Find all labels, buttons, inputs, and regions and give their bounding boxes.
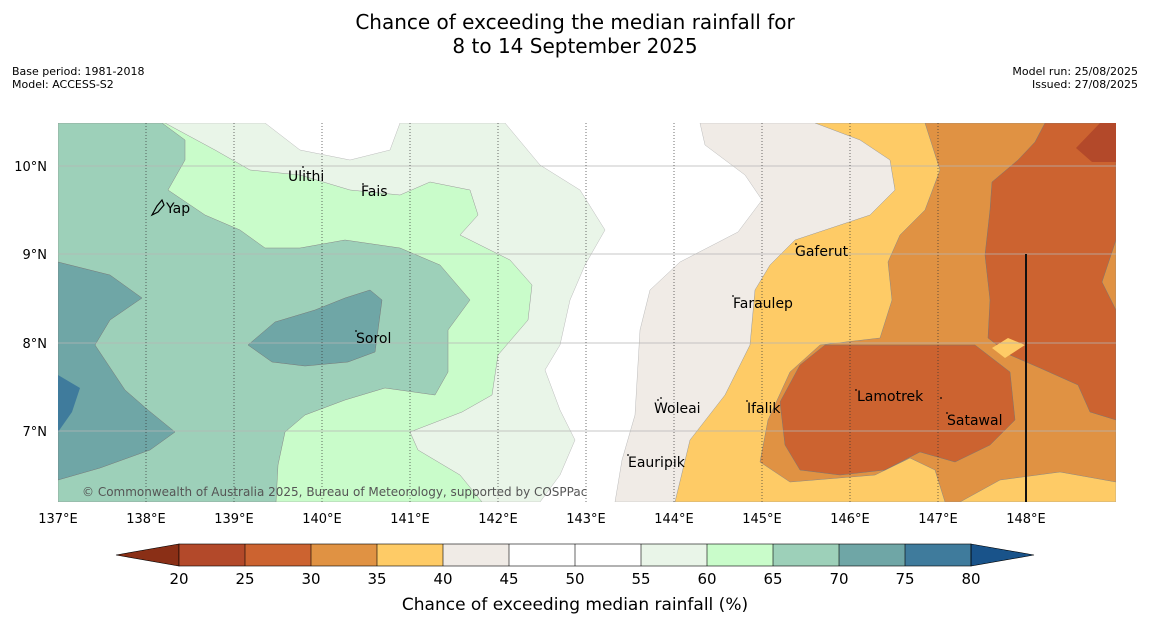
meta-left: Base period: 1981-2018 Model: ACCESS-S2	[12, 65, 144, 91]
lon-tick-label: 143°E	[566, 512, 606, 527]
place-label-faraulep: Faraulep	[733, 296, 793, 312]
place-label-ulithi: Ulithi	[288, 169, 324, 185]
colorbar-segment	[575, 544, 641, 566]
place-label-eauripik: Eauripik	[628, 455, 686, 471]
lon-tick-label: 138°E	[126, 512, 166, 527]
lon-tick-label: 145°E	[742, 512, 782, 527]
colorbar-segment	[245, 544, 311, 566]
map-title-line2: 8 to 14 September 2025	[452, 34, 698, 58]
lat-tick-label: 10°N	[14, 160, 47, 175]
colorbar: 20 25 30 35 40 45 50 55 60 65 70 75 80 C…	[115, 543, 1035, 615]
place-label-fais: Fais	[361, 184, 388, 200]
colorbar-extend-high	[970, 543, 1035, 567]
lon-tick-label: 147°E	[918, 512, 958, 527]
band-20-25	[1076, 123, 1116, 162]
colorbar-segment	[905, 544, 971, 566]
model-text: Model: ACCESS-S2	[12, 78, 114, 91]
colorbar-tick-label: 55	[631, 570, 650, 588]
colorbar-tick-label: 65	[763, 570, 782, 588]
place-label-satawal: Satawal	[947, 413, 1002, 429]
colorbar-segment	[443, 544, 509, 566]
place-label-gaferut: Gaferut	[795, 244, 849, 260]
lon-tick-label: 139°E	[214, 512, 254, 527]
place-label-sorol: Sorol	[356, 331, 391, 347]
colorbar-tick-label: 60	[697, 570, 716, 588]
band-75-80	[58, 375, 80, 432]
colorbar-tick-label: 50	[565, 570, 584, 588]
colorbar-tick-label: 35	[367, 570, 386, 588]
colorbar-segment	[773, 544, 839, 566]
colorbar-segment	[509, 544, 575, 566]
copyright-credit: © Commonwealth of Australia 2025, Bureau…	[82, 485, 587, 499]
island-dots	[302, 166, 948, 456]
colorbar-extend-low	[115, 543, 180, 567]
map-title-line1: Chance of exceeding the median rainfall …	[355, 10, 795, 34]
band-65-70	[58, 123, 471, 502]
colorbar-tick-labels: 20 25 30 35 40 45 50 55 60 65 70 75 80	[169, 570, 980, 588]
lat-tick-label: 8°N	[23, 337, 48, 352]
issued-text: Issued: 27/08/2025	[1031, 78, 1138, 91]
colorbar-segment	[641, 544, 707, 566]
colorbar-tick-label: 70	[829, 570, 848, 588]
place-label-ifalik: Ifalik	[747, 401, 781, 417]
lon-tick-label: 144°E	[654, 512, 694, 527]
lat-tick-label: 7°N	[23, 425, 48, 440]
lon-tick-label: 142°E	[478, 512, 518, 527]
lon-tick-label: 137°E	[38, 512, 78, 527]
longitude-gridlines	[145, 123, 939, 502]
yap-island-outline	[150, 198, 165, 217]
latitude-tick-labels: 10°N 9°N 8°N 7°N	[14, 160, 47, 440]
lon-tick-label: 141°E	[390, 512, 430, 527]
lon-tick-label: 140°E	[302, 512, 342, 527]
lon-tick-label: 146°E	[830, 512, 870, 527]
lon-tick-label: 148°E	[1006, 512, 1046, 527]
colorbar-segment	[377, 544, 443, 566]
colorbar-segment	[179, 544, 245, 566]
colorbar-segment	[839, 544, 905, 566]
colorbar-tick-label: 45	[499, 570, 518, 588]
colorbar-tick-label: 30	[301, 570, 320, 588]
meta-right: Model run: 25/08/2025 Issued: 27/08/2025	[1012, 65, 1138, 91]
place-label-lamotrek: Lamotrek	[857, 389, 924, 405]
colorbar-tick-label: 20	[169, 570, 188, 588]
model-run-text: Model run: 25/08/2025	[1012, 65, 1138, 78]
place-labels: Yap Ulithi Fais Sorol Gaferut Faraulep W…	[165, 169, 1002, 471]
place-label-woleai: Woleai	[654, 401, 701, 417]
place-label-yap: Yap	[165, 201, 190, 217]
colorbar-tick-label: 40	[433, 570, 452, 588]
colorbar-tick-label: 75	[895, 570, 914, 588]
base-period-text: Base period: 1981-2018	[12, 65, 145, 78]
colorbar-segment	[311, 544, 377, 566]
colorbar-tick-label: 25	[235, 570, 254, 588]
band-70-75	[58, 261, 383, 481]
colorbar-title: Chance of exceeding median rainfall (%)	[402, 595, 748, 615]
lat-tick-label: 9°N	[23, 248, 48, 263]
longitude-tick-labels: 137°E 138°E 139°E 140°E 141°E 142°E 143°…	[38, 512, 1046, 527]
colorbar-tick-label: 80	[961, 570, 980, 588]
rainfall-probability-map: Yap Ulithi Fais Sorol Gaferut Faraulep W…	[58, 123, 1116, 502]
colorbar-segment	[707, 544, 773, 566]
